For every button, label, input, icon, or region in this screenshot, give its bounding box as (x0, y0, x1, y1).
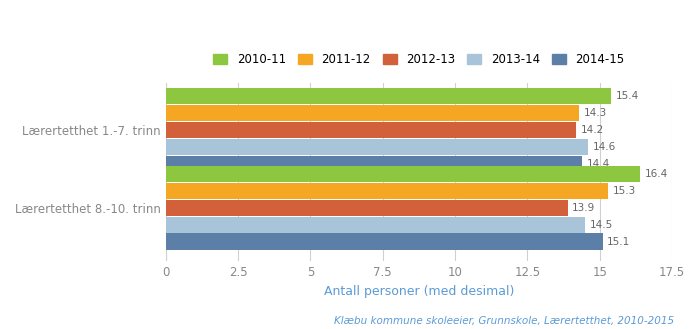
Text: 14.4: 14.4 (587, 159, 610, 169)
Bar (166, 139, 588, 155)
Text: 15.4: 15.4 (615, 91, 639, 101)
Text: 15.3: 15.3 (612, 186, 636, 196)
Bar (166, 105, 580, 121)
Text: 14.2: 14.2 (581, 125, 604, 135)
Bar (166, 88, 611, 104)
Bar (166, 234, 603, 249)
Text: 14.5: 14.5 (589, 219, 612, 230)
Bar (166, 183, 608, 199)
Text: 14.3: 14.3 (584, 108, 607, 118)
Bar (166, 200, 568, 215)
Bar (166, 166, 640, 182)
Text: 15.1: 15.1 (607, 237, 630, 246)
Bar (166, 156, 582, 172)
Text: 13.9: 13.9 (572, 203, 596, 213)
Text: Klæbu kommune skoleeier, Grunnskole, Lærertetthet, 2010-2015: Klæbu kommune skoleeier, Grunnskole, Lær… (334, 316, 674, 326)
Legend: 2010-11, 2011-12, 2012-13, 2013-14, 2014-15: 2010-11, 2011-12, 2012-13, 2013-14, 2014… (214, 53, 624, 66)
X-axis label: Antall personer (med desimal): Antall personer (med desimal) (323, 285, 514, 297)
Bar (166, 216, 585, 233)
Text: 14.6: 14.6 (592, 142, 615, 152)
Bar (166, 122, 577, 138)
Text: 16.4: 16.4 (645, 169, 668, 179)
